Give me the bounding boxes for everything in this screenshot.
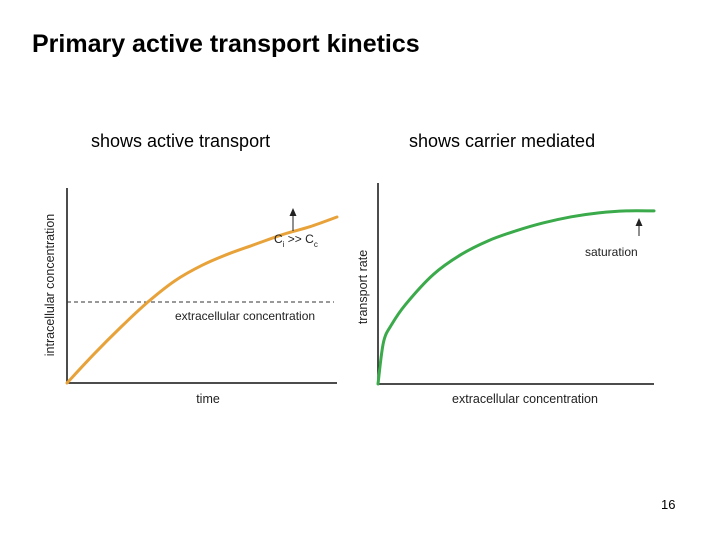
right-x-axis-label: extracellular concentration (452, 392, 598, 406)
ci-arrow-icon (289, 208, 297, 216)
saturation-label: saturation (585, 245, 638, 259)
page-number: 16 (661, 497, 676, 512)
transport-rate-curve (376, 209, 656, 386)
intracellular-concentration-curve (65, 215, 339, 385)
right-y-axis-label: transport rate (356, 250, 370, 324)
ci-cc-annotation: Ci >> Cc (274, 232, 318, 249)
saturation-arrow-icon (635, 218, 643, 226)
left-y-axis-label: intracellular concentration (43, 214, 57, 356)
reference-line-label: extracellular concentration (175, 309, 315, 323)
caption-active-transport: shows active transport (91, 131, 271, 151)
slide-title: Primary active transport kinetics (32, 30, 420, 58)
left-x-axis-label: time (196, 392, 220, 406)
chart-active-transport: extracellular concentration time intrace… (43, 188, 339, 406)
caption-carrier-mediated: shows carrier mediated (409, 131, 596, 151)
chart-carrier-mediated: saturation extracellular concentration t… (356, 183, 656, 406)
